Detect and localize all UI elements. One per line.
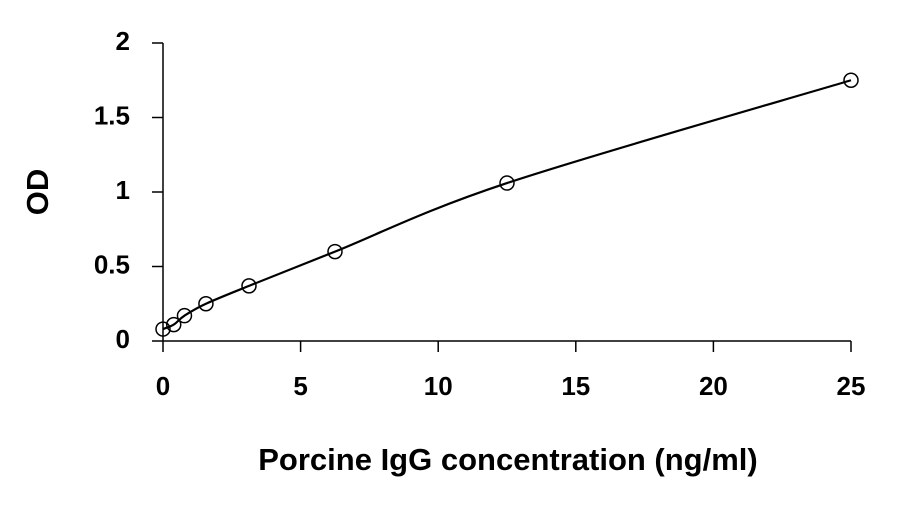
- fit-curve: [162, 79, 852, 331]
- y-tick-label: 1.5: [94, 100, 130, 130]
- x-tick-label: 10: [424, 371, 453, 401]
- y-axis-title: OD: [20, 169, 55, 216]
- y-tick-label: 0.5: [94, 249, 130, 279]
- x-tick-label: 25: [837, 371, 866, 401]
- x-tick-label: 15: [561, 371, 590, 401]
- data-point: [241, 278, 257, 294]
- data-point: [499, 175, 515, 191]
- x-tick-label: 5: [293, 371, 307, 401]
- data-point: [155, 321, 171, 337]
- data-point: [843, 72, 859, 88]
- data-point: [165, 316, 182, 333]
- x-tick-label: 0: [156, 371, 170, 401]
- data-point: [198, 296, 214, 312]
- data-point: [176, 307, 193, 324]
- data-point: [327, 243, 343, 260]
- x-tick-label: 20: [699, 371, 728, 401]
- y-tick-label: 0: [116, 324, 130, 354]
- y-tick-label: 2: [116, 26, 130, 56]
- x-axis-title: Porcine IgG concentration (ng/ml): [258, 442, 757, 477]
- y-tick-label: 1: [116, 175, 130, 205]
